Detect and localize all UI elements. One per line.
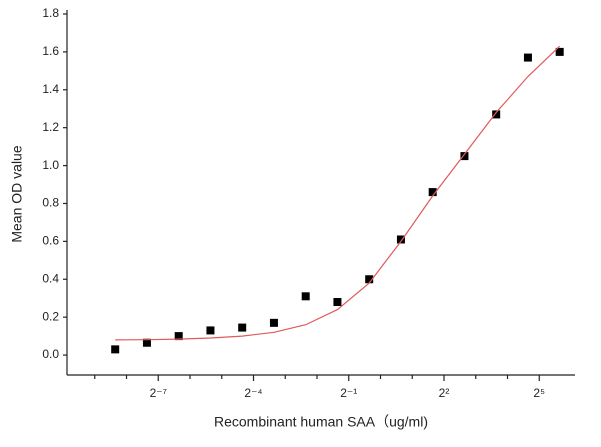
y-tick-label: 1.6 [42,44,59,58]
y-tick-label: 0.2 [42,309,59,323]
data-point [460,152,469,161]
y-tick-label: 0.0 [42,347,59,361]
y-tick-label: 1.2 [42,120,59,134]
y-tick-label: 1.8 [42,6,59,20]
data-point [142,338,151,347]
data-point [523,53,532,62]
x-tick-label: 2⁵ [533,386,545,400]
data-point [333,298,342,306]
data-point [238,323,247,332]
fit-curve [115,45,561,341]
y-tick-label: 0.4 [42,271,59,285]
y-tick-label: 0.6 [42,234,59,248]
y-tick-label: 0.8 [42,196,59,210]
data-point [365,275,374,284]
data-point [492,110,501,119]
data-point [301,292,310,301]
x-axis-title: Recombinant human SAA（ug/ml) [214,414,428,430]
data-point [111,345,120,354]
y-tick-label: 1.0 [42,158,59,172]
x-tick-label: 2⁻⁷ [150,386,167,400]
x-tick-label: 2⁻¹ [340,386,357,400]
data-point [174,332,183,341]
x-tick-label: 2⁻⁴ [244,386,262,400]
x-tick-label: 2² [439,386,450,400]
y-tick-label: 1.4 [42,82,59,96]
data-point [206,326,215,335]
data-point [396,235,405,244]
data-point [269,318,278,327]
data-point [555,47,564,56]
y-axis-title: Mean OD value [9,145,25,242]
data-point [428,188,437,197]
